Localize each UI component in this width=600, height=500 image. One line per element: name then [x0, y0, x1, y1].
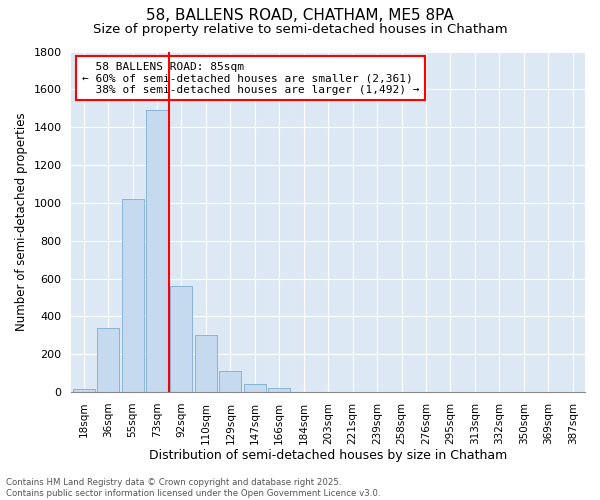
Bar [73, 390, 95, 392]
Bar [220, 372, 241, 392]
Text: Size of property relative to semi-detached houses in Chatham: Size of property relative to semi-detach… [92, 22, 508, 36]
Bar [97, 328, 119, 392]
X-axis label: Distribution of semi-detached houses by size in Chatham: Distribution of semi-detached houses by … [149, 450, 508, 462]
Text: Contains HM Land Registry data © Crown copyright and database right 2025.
Contai: Contains HM Land Registry data © Crown c… [6, 478, 380, 498]
Bar [244, 384, 266, 392]
Bar [122, 199, 143, 392]
Bar [170, 286, 193, 392]
Y-axis label: Number of semi-detached properties: Number of semi-detached properties [15, 112, 28, 331]
Bar [268, 388, 290, 392]
Text: 58 BALLENS ROAD: 85sqm
← 60% of semi-detached houses are smaller (2,361)
  38% o: 58 BALLENS ROAD: 85sqm ← 60% of semi-det… [82, 62, 419, 95]
Bar [146, 110, 168, 392]
Text: 58, BALLENS ROAD, CHATHAM, ME5 8PA: 58, BALLENS ROAD, CHATHAM, ME5 8PA [146, 8, 454, 22]
Bar [195, 336, 217, 392]
